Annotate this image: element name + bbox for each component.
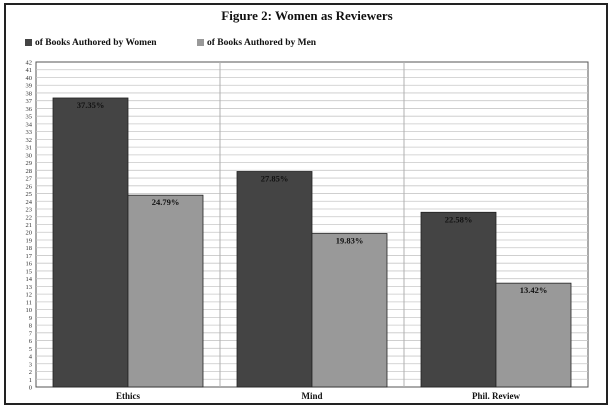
data-label: 13.42% — [520, 285, 548, 295]
legend-item-men: of Books Authored by Men — [197, 38, 316, 48]
y-tick-label: 14 — [26, 276, 33, 283]
data-label: 22.58% — [445, 214, 473, 224]
y-tick-label: 33 — [26, 129, 33, 136]
y-tick-label: 41 — [26, 67, 33, 74]
y-tick-label: 8 — [29, 323, 32, 330]
y-tick-label: 11 — [26, 299, 32, 306]
data-label: 24.79% — [152, 197, 180, 207]
y-tick-label: 13 — [26, 284, 33, 291]
y-tick-label: 5 — [29, 346, 32, 353]
y-tick-label: 27 — [26, 176, 33, 183]
bar-phil-review-women — [420, 211, 497, 388]
x-tick-label: Phil. Review — [472, 391, 520, 401]
y-tick-label: 24 — [26, 199, 33, 206]
y-tick-label: 30 — [26, 152, 33, 159]
y-tick-label: 28 — [26, 168, 33, 175]
x-tick-label: Mind — [301, 391, 322, 401]
y-tick-label: 7 — [29, 330, 33, 337]
y-tick-label: 38 — [26, 90, 33, 97]
y-tick-label: 18 — [26, 245, 33, 252]
y-tick-label: 12 — [26, 292, 33, 299]
legend-swatch-women — [25, 39, 32, 46]
y-tick-label: 23 — [26, 207, 33, 214]
data-label: 27.85% — [261, 173, 289, 183]
x-tick-label: Ethics — [116, 391, 141, 401]
y-tick-label: 2 — [29, 369, 32, 376]
y-tick-label: 26 — [26, 183, 33, 190]
y-tick-label: 9 — [29, 315, 32, 322]
legend-label-men: of Books Authored by Men — [207, 38, 317, 48]
y-tick-label: 34 — [26, 121, 33, 128]
y-tick-label: 3 — [29, 361, 32, 368]
legend-swatch-men — [197, 39, 204, 46]
y-tick-label: 19 — [26, 237, 33, 244]
y-tick-label: 22 — [26, 214, 33, 221]
y-tick-label: 42 — [26, 60, 33, 67]
bar-mind-women — [236, 171, 313, 388]
y-tick-label: 35 — [26, 114, 33, 121]
y-tick-label: 25 — [26, 191, 33, 198]
legend-item-women: of Books Authored by Women — [25, 38, 157, 48]
y-tick-label: 6 — [29, 338, 33, 345]
data-label: 37.35% — [77, 100, 105, 110]
y-tick-label: 39 — [26, 83, 33, 90]
y-tick-label: 0 — [29, 385, 32, 392]
y-tick-label: 1 — [29, 377, 32, 384]
y-tick-label: 21 — [26, 222, 33, 229]
y-tick-label: 32 — [26, 137, 33, 144]
bar-ethics-men — [127, 194, 204, 388]
bar-phil-review-men — [495, 282, 572, 388]
y-tick-label: 36 — [26, 106, 33, 113]
y-tick-label: 31 — [26, 145, 33, 152]
chart-title: Figure 2: Women as Reviewers — [221, 8, 393, 23]
y-tick-label: 40 — [26, 75, 33, 82]
y-tick-label: 37 — [26, 98, 33, 105]
y-tick-label: 4 — [29, 354, 33, 361]
bar-mind-men — [311, 233, 388, 388]
y-tick-label: 16 — [26, 261, 33, 268]
y-tick-label: 17 — [26, 253, 33, 260]
y-tick-label: 29 — [26, 160, 33, 167]
legend-label-women: of Books Authored by Women — [35, 38, 157, 48]
data-label: 19.83% — [336, 236, 364, 246]
bar-ethics-women — [52, 97, 129, 388]
y-tick-label: 20 — [26, 230, 33, 237]
y-tick-label: 10 — [26, 307, 33, 314]
y-tick-label: 15 — [26, 268, 33, 275]
